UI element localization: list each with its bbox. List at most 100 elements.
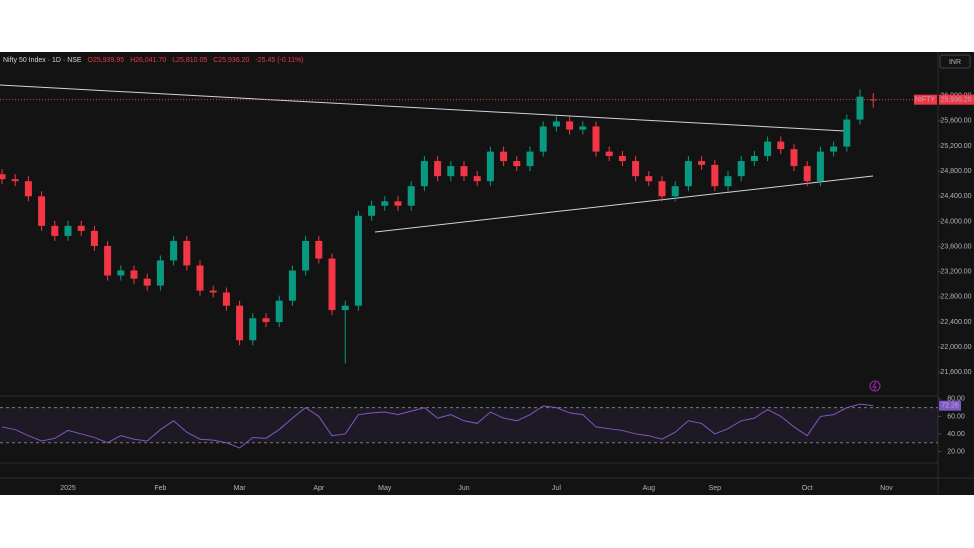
candle-body [737, 161, 745, 177]
candle-body [816, 151, 824, 182]
candle-body [447, 166, 455, 177]
rsi-tick-label: 60.00 [947, 413, 965, 420]
currency[interactable]: INR [949, 59, 961, 66]
alert-icon[interactable] [869, 380, 881, 392]
x-tick-label: Aug [643, 485, 656, 492]
candle-body [500, 151, 508, 162]
y-tick-label: 22,400.00 [940, 319, 971, 326]
candle-body [711, 164, 719, 187]
candle-body [486, 151, 494, 182]
rsi-last-box [939, 400, 961, 411]
candle-body [368, 205, 376, 216]
candle-body [64, 225, 72, 236]
x-tick-label: Feb [154, 485, 166, 492]
x-tick-label: Jul [552, 485, 561, 492]
ohlc-close: C25,936.20 [213, 57, 249, 64]
rsi-last-label: 72.26 [941, 403, 959, 410]
candle-body [605, 151, 613, 157]
candle-body [302, 240, 310, 271]
candle-body [315, 240, 323, 259]
candle-body [658, 181, 666, 197]
candle-body [724, 176, 732, 187]
x-tick-label: Oct [802, 485, 813, 492]
ohlc-low: L25,810.05 [172, 57, 207, 64]
candle-body [104, 245, 112, 276]
candle-body [592, 126, 600, 152]
candle-body [843, 119, 851, 147]
candle-body [420, 161, 428, 187]
candle-body [473, 176, 481, 182]
candle-body [196, 265, 204, 291]
y-tick-label: 22,800.00 [940, 294, 971, 301]
candle-body [434, 161, 442, 177]
candle-body [645, 176, 653, 182]
candle-body [830, 146, 838, 152]
candle-body [183, 240, 191, 266]
candle-body [51, 225, 59, 236]
candle-body [38, 196, 46, 226]
candle-body [24, 181, 32, 197]
candle-body [381, 201, 389, 206]
candle-body [460, 166, 468, 177]
symbol: Nifty 50 Index · 1D · NSE [3, 57, 82, 64]
candle-body [632, 161, 640, 177]
candle-body [143, 278, 151, 286]
candle-body [552, 121, 560, 127]
rsi-tick-label: 20.00 [947, 448, 965, 455]
candle-body [513, 161, 521, 167]
candle-body [407, 186, 415, 206]
currency-button[interactable] [939, 54, 971, 69]
candle-body [579, 126, 587, 130]
candle-body [803, 166, 811, 182]
x-tick-label: May [378, 485, 392, 492]
candle-body [262, 318, 270, 323]
y-tick-label: 25,200.00 [940, 143, 971, 150]
last-price-box [939, 94, 974, 105]
candle-body [236, 305, 244, 341]
ticker-label: NIFTY [915, 97, 936, 104]
rsi-tick-label: 80.00 [947, 396, 965, 403]
y-tick-label: 24,000.00 [940, 218, 971, 225]
candle-body [90, 230, 98, 246]
rsi-line [1, 403, 874, 449]
candle-body [328, 258, 336, 311]
ohlc-open: O25,939.95 [88, 57, 125, 64]
candle-body [698, 161, 706, 165]
x-tick-label: Sep [709, 485, 722, 492]
trendline [0, 84, 846, 132]
ohlc-high: H26,041.70 [130, 57, 166, 64]
candle-body [222, 292, 230, 306]
candle-body [117, 270, 125, 276]
x-tick-label: 2025 [60, 485, 76, 492]
y-tick-label: 24,400.00 [940, 193, 971, 200]
candle-body [170, 240, 178, 261]
candle-body [856, 96, 864, 120]
candle-body [566, 121, 574, 130]
x-tick-label: Apr [313, 485, 325, 492]
candle-body [288, 270, 296, 301]
candle-body [777, 141, 785, 150]
x-tick-label: Mar [234, 485, 247, 492]
y-tick-label: 24,800.00 [940, 168, 971, 175]
trendline [374, 175, 874, 233]
candle-body [790, 149, 798, 167]
x-tick-label: Nov [880, 485, 893, 492]
candle-body [77, 225, 85, 231]
last-price-label: 25,936.20 [940, 97, 971, 104]
y-tick-label: 23,200.00 [940, 269, 971, 276]
x-tick-label: Jun [458, 485, 469, 492]
candle-body [618, 156, 626, 162]
chart-header: Nifty 50 Index · 1D · NSE O25,939.95 H26… [3, 57, 304, 64]
candle-body [341, 305, 349, 311]
y-tick-label: 23,600.00 [940, 243, 971, 250]
change: -25.45 (-0.11%) [255, 57, 303, 64]
candle-body [156, 260, 164, 286]
candle-body [539, 126, 547, 152]
alert-icon-bolt [872, 381, 877, 391]
candle-body [750, 156, 758, 162]
candle-body [209, 290, 217, 293]
candle-body [0, 174, 6, 180]
candle-body [671, 186, 679, 197]
candle-body [130, 270, 138, 279]
